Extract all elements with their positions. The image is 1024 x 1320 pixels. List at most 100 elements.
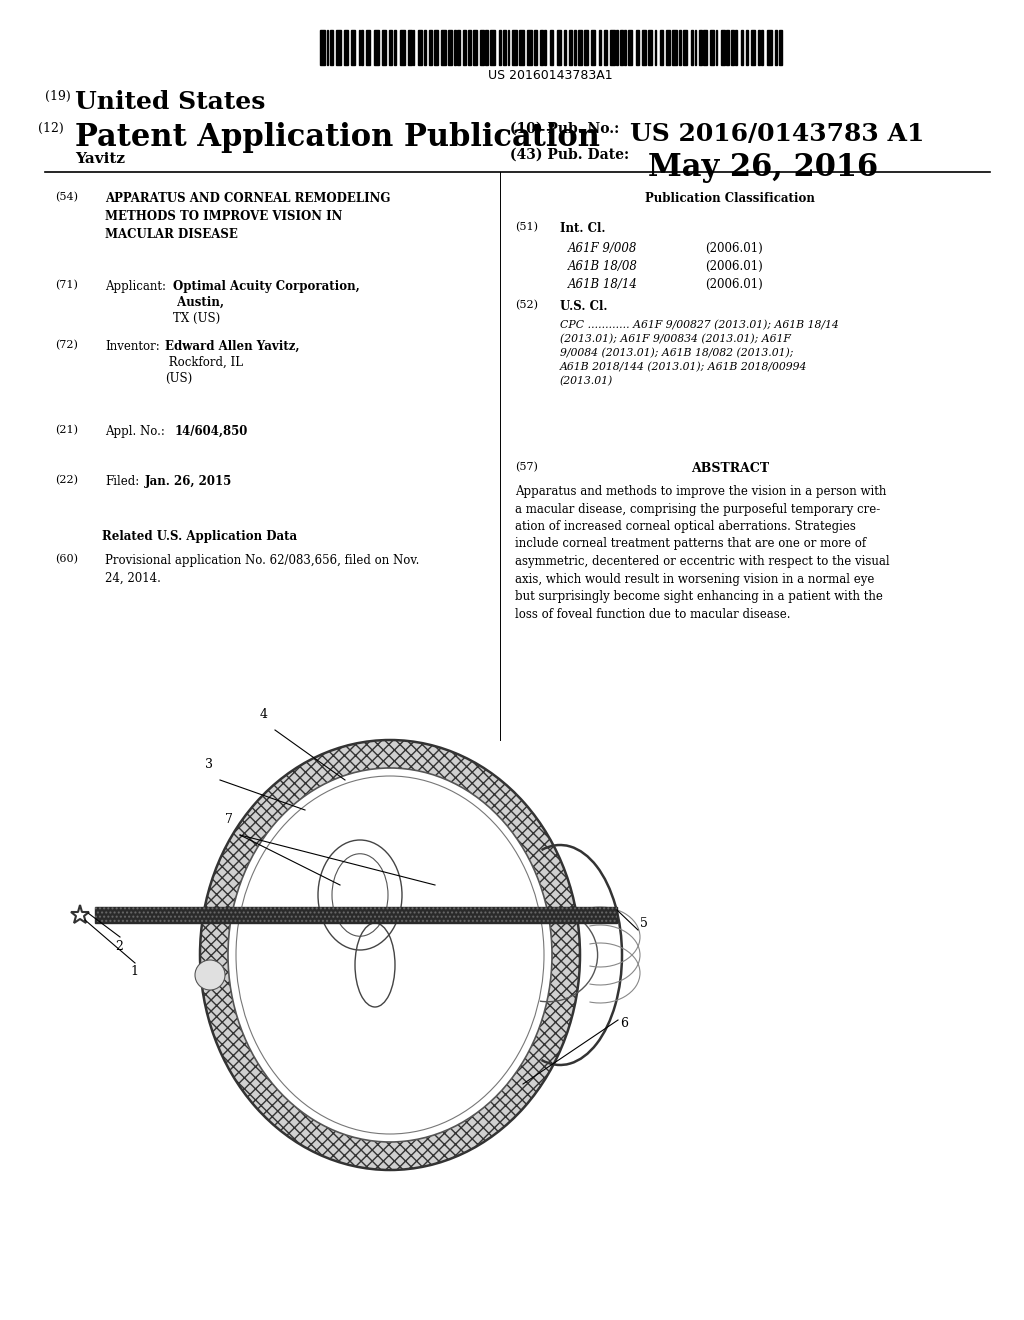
- Text: CPC ............ A61F 9/00827 (2013.01); A61B 18/14
(2013.01); A61F 9/00834 (201: CPC ............ A61F 9/00827 (2013.01);…: [560, 319, 839, 387]
- Bar: [659, 30, 664, 65]
- Text: Appl. No.:: Appl. No.:: [105, 425, 165, 438]
- Text: (72): (72): [55, 341, 78, 350]
- Bar: [672, 30, 677, 65]
- Bar: [95, 907, 617, 923]
- Bar: [690, 30, 693, 65]
- Ellipse shape: [228, 768, 552, 1142]
- Bar: [751, 30, 755, 65]
- Bar: [758, 30, 760, 65]
- Bar: [336, 30, 341, 65]
- Text: United States: United States: [75, 90, 265, 114]
- Text: Provisional application No. 62/083,656, filed on Nov.
24, 2014.: Provisional application No. 62/083,656, …: [105, 554, 420, 585]
- Text: (2006.01): (2006.01): [705, 279, 763, 290]
- Text: 5: 5: [640, 917, 648, 931]
- Bar: [351, 30, 355, 65]
- Text: A61F 9/008: A61F 9/008: [568, 242, 637, 255]
- Bar: [454, 30, 456, 65]
- Bar: [374, 30, 379, 65]
- Text: 14/604,850: 14/604,850: [175, 425, 249, 438]
- Text: TX (US): TX (US): [173, 312, 220, 325]
- Bar: [382, 30, 386, 65]
- Text: Patent Application Publication: Patent Application Publication: [75, 121, 600, 153]
- Text: Related U.S. Application Data: Related U.S. Application Data: [102, 531, 298, 543]
- Text: (71): (71): [55, 280, 78, 290]
- Bar: [367, 30, 371, 65]
- Bar: [490, 30, 495, 65]
- Bar: [449, 30, 453, 65]
- Bar: [519, 30, 524, 65]
- Bar: [716, 30, 717, 65]
- Bar: [620, 30, 623, 65]
- Bar: [654, 30, 655, 65]
- Bar: [698, 30, 701, 65]
- Bar: [499, 30, 501, 65]
- Bar: [679, 30, 681, 65]
- Text: Filed:: Filed:: [105, 475, 139, 488]
- Bar: [745, 30, 749, 65]
- Bar: [399, 30, 404, 65]
- Text: Rockford, IL: Rockford, IL: [165, 356, 243, 370]
- Text: Int. Cl.: Int. Cl.: [560, 222, 605, 235]
- Bar: [393, 30, 396, 65]
- Circle shape: [195, 960, 225, 990]
- Bar: [569, 30, 571, 65]
- Bar: [358, 30, 359, 65]
- Bar: [615, 30, 617, 65]
- Bar: [408, 30, 412, 65]
- Bar: [591, 30, 595, 65]
- Text: A61B 18/14: A61B 18/14: [568, 279, 638, 290]
- Bar: [767, 30, 771, 65]
- Text: (57): (57): [515, 462, 538, 473]
- Bar: [463, 30, 466, 65]
- Text: (2006.01): (2006.01): [705, 260, 763, 273]
- Bar: [731, 30, 734, 65]
- Bar: [695, 30, 696, 65]
- Bar: [564, 30, 566, 65]
- Text: (54): (54): [55, 191, 78, 202]
- Bar: [512, 30, 517, 65]
- Text: (2006.01): (2006.01): [705, 242, 763, 255]
- Text: (21): (21): [55, 425, 78, 436]
- Bar: [666, 30, 670, 65]
- Text: 2: 2: [115, 940, 123, 953]
- Bar: [424, 30, 426, 65]
- Bar: [527, 30, 531, 65]
- Text: (10) Pub. No.:: (10) Pub. No.:: [510, 121, 620, 136]
- Bar: [327, 30, 329, 65]
- Bar: [726, 30, 728, 65]
- Bar: [418, 30, 423, 65]
- Bar: [330, 30, 333, 65]
- Text: Applicant:: Applicant:: [105, 280, 166, 293]
- Bar: [584, 30, 588, 65]
- Bar: [578, 30, 582, 65]
- Text: (52): (52): [515, 300, 538, 310]
- Bar: [480, 30, 484, 65]
- Text: (51): (51): [515, 222, 538, 232]
- Bar: [535, 30, 537, 65]
- Bar: [468, 30, 471, 65]
- Bar: [629, 30, 632, 65]
- Text: (43) Pub. Date:: (43) Pub. Date:: [510, 148, 629, 162]
- Bar: [556, 30, 561, 65]
- Bar: [344, 30, 348, 65]
- Text: Apparatus and methods to improve the vision in a person with
a macular disease, : Apparatus and methods to improve the vis…: [515, 484, 890, 620]
- Bar: [361, 30, 364, 65]
- Bar: [683, 30, 687, 65]
- Text: May 26, 2016: May 26, 2016: [648, 152, 879, 183]
- Text: (60): (60): [55, 554, 78, 565]
- Bar: [648, 30, 652, 65]
- Bar: [433, 30, 438, 65]
- Text: APPARATUS AND CORNEAL REMODELING
METHODS TO IMPROVE VISION IN
MACULAR DISEASE: APPARATUS AND CORNEAL REMODELING METHODS…: [105, 191, 390, 242]
- Bar: [414, 30, 415, 65]
- Text: US 20160143783A1: US 20160143783A1: [487, 69, 612, 82]
- Text: 1: 1: [130, 965, 138, 978]
- Bar: [762, 30, 763, 65]
- Bar: [735, 30, 737, 65]
- Text: (19): (19): [45, 90, 71, 103]
- Text: (US): (US): [165, 372, 193, 385]
- Bar: [545, 30, 547, 65]
- Bar: [604, 30, 607, 65]
- Bar: [441, 30, 445, 65]
- Text: 7: 7: [225, 813, 233, 826]
- Bar: [740, 30, 742, 65]
